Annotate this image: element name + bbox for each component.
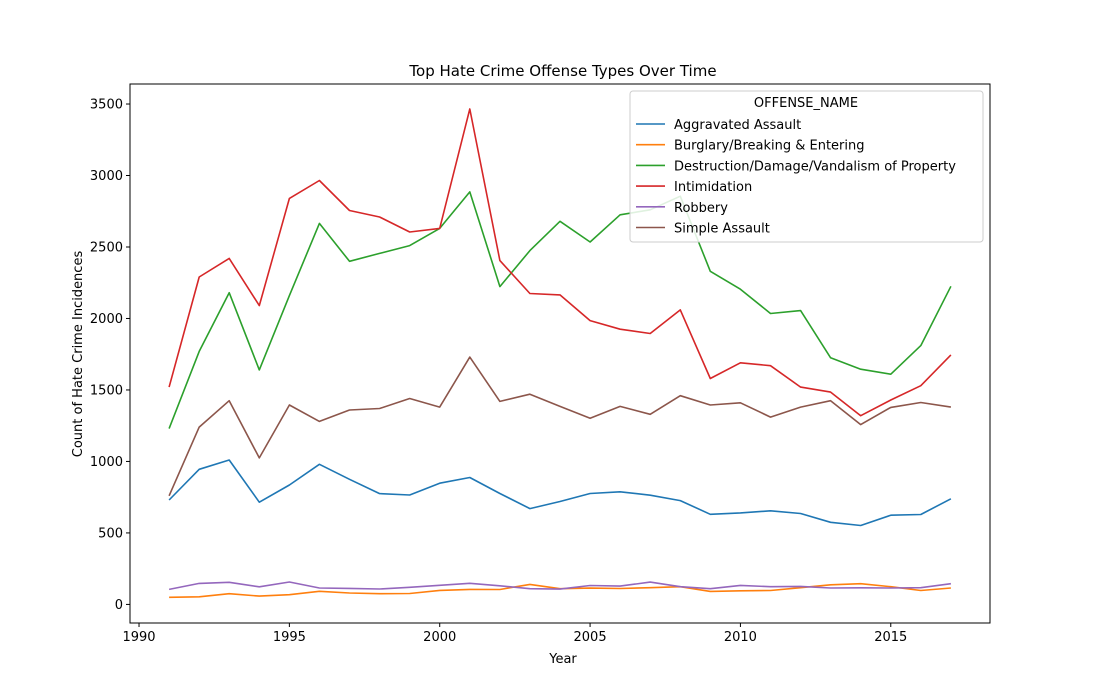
x-axis-label: Year (548, 652, 577, 667)
legend-label-burglary-breaking-entering: Burglary/Breaking & Entering (674, 139, 865, 154)
y-tick-label-500: 500 (98, 526, 123, 541)
series-line-robbery (168, 581, 952, 591)
y-tick-label-1500: 1500 (90, 383, 123, 398)
x-tick-label-2015: 2015 (874, 630, 907, 645)
series-line-intimidation (168, 108, 952, 417)
plot-area (129, 83, 991, 624)
axes-frame (129, 83, 991, 624)
series-line-simple-assault (168, 356, 952, 497)
x-axis-ticks: 1990 1995 2000 2005 2010 2015 (122, 623, 907, 645)
y-tick-label-2000: 2000 (90, 312, 123, 327)
legend-label-simple-assault: Simple Assault (674, 222, 770, 237)
y-tick-label-3500: 3500 (90, 98, 123, 113)
x-tick-label-2005: 2005 (574, 630, 607, 645)
legend-items: Aggravated Assault Burglary/Breaking & En… (636, 118, 956, 237)
legend-label-aggravated-assault: Aggravated Assault (674, 118, 801, 133)
x-tick-label-2010: 2010 (724, 630, 757, 645)
chart-title: Top Hate Crime Offense Types Over Time (408, 62, 716, 80)
x-tick-label-2000: 2000 (423, 630, 456, 645)
y-axis-ticks: 0 500 1000 1500 2000 2500 3000 3500 (90, 98, 130, 613)
legend-title: OFFENSE_NAME (754, 96, 858, 111)
legend-label-destruction-damage-vandalism-of-property: Destruction/Damage/Vandalism of Property (674, 159, 956, 174)
series-line-aggravated-assault (168, 459, 952, 527)
legend-frame (629, 90, 984, 243)
y-tick-label-1000: 1000 (90, 455, 123, 470)
y-axis-label: Count of Hate Crime Incidences (71, 251, 86, 458)
legend-label-intimidation: Intimidation (674, 180, 752, 195)
series-line-destruction-damage-vandalism-of-property (168, 191, 952, 429)
legend: OFFENSE_NAME Aggravated Assault Burglary/… (629, 90, 984, 243)
y-tick-label-3000: 3000 (90, 169, 123, 184)
legend-label-robbery: Robbery (674, 201, 728, 216)
x-tick-label-1995: 1995 (273, 630, 306, 645)
y-tick-label-2500: 2500 (90, 240, 123, 255)
y-tick-label-0: 0 (115, 598, 123, 613)
x-tick-label-1990: 1990 (122, 630, 155, 645)
